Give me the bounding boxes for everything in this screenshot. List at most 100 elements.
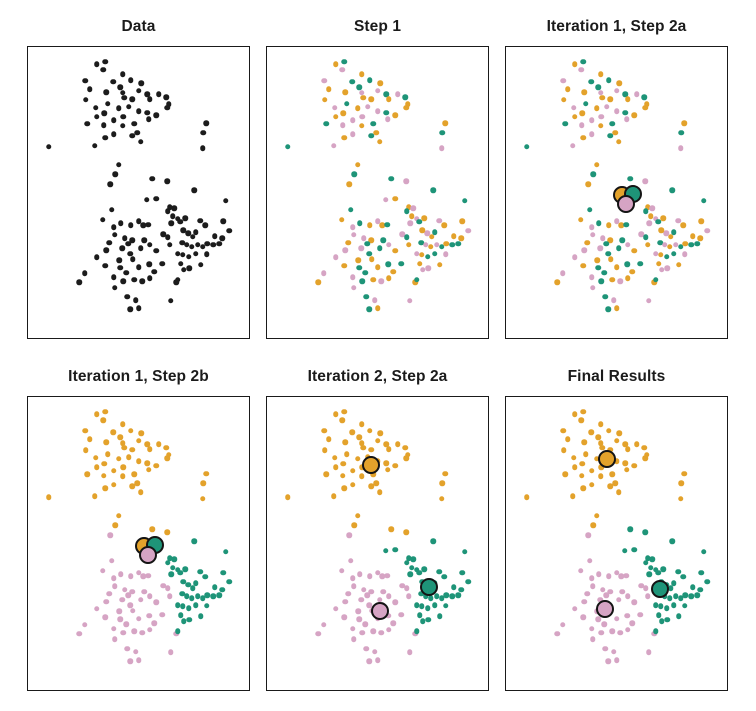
data-point	[369, 256, 375, 263]
data-point	[326, 436, 332, 443]
data-point	[672, 593, 679, 599]
data-point	[112, 522, 119, 529]
data-point	[596, 220, 602, 226]
data-point	[667, 595, 673, 602]
data-point	[323, 120, 329, 127]
data-point	[144, 460, 151, 466]
panel-plot-step1	[266, 46, 489, 339]
data-point	[376, 489, 383, 495]
data-point	[191, 538, 197, 544]
data-point	[112, 232, 118, 238]
data-point	[669, 187, 675, 193]
data-point	[701, 549, 707, 555]
data-point	[102, 263, 109, 269]
data-point	[644, 593, 651, 599]
data-point	[210, 593, 217, 599]
data-point	[115, 162, 122, 168]
data-point	[358, 597, 365, 603]
data-point	[663, 254, 670, 260]
data-point	[119, 421, 126, 427]
data-point	[349, 481, 356, 488]
data-point	[315, 279, 322, 285]
data-point	[129, 483, 136, 490]
data-point	[590, 284, 596, 291]
data-point	[92, 493, 98, 500]
data-point	[144, 110, 151, 116]
data-point	[129, 446, 136, 453]
data-point	[138, 80, 145, 86]
data-point	[191, 187, 197, 193]
data-point	[332, 464, 339, 471]
data-point	[117, 84, 123, 90]
data-point	[219, 235, 226, 242]
data-point	[613, 87, 620, 94]
data-point	[680, 573, 686, 580]
data-point	[46, 494, 52, 500]
data-point	[99, 567, 106, 574]
data-point	[127, 306, 133, 313]
data-point	[379, 222, 386, 228]
data-point	[607, 96, 614, 103]
data-point	[93, 605, 100, 612]
data-point	[119, 245, 126, 252]
data-point	[571, 605, 578, 612]
data-point	[374, 438, 381, 444]
data-point	[612, 129, 619, 136]
data-point	[168, 571, 174, 577]
data-point	[694, 240, 700, 247]
data-point	[180, 578, 186, 585]
data-point	[599, 94, 605, 101]
data-point	[399, 582, 405, 589]
data-point	[149, 175, 155, 182]
data-point	[358, 473, 365, 480]
data-point	[149, 526, 155, 533]
data-point	[669, 538, 675, 544]
data-point	[622, 460, 629, 466]
data-point	[588, 468, 595, 474]
data-point	[606, 222, 612, 228]
data-point	[385, 116, 391, 123]
data-point	[76, 279, 83, 285]
data-point	[101, 110, 107, 117]
data-point	[698, 218, 704, 225]
data-point	[642, 455, 648, 461]
data-point	[342, 439, 349, 446]
data-point	[351, 284, 357, 291]
data-point	[398, 612, 404, 618]
data-point	[403, 529, 409, 536]
data-point	[421, 566, 428, 573]
data-point	[358, 123, 365, 129]
data-point	[373, 129, 380, 136]
data-point	[362, 621, 369, 627]
data-point	[166, 242, 173, 248]
data-point	[624, 612, 630, 619]
data-point	[146, 467, 152, 473]
data-point	[395, 441, 401, 448]
data-point	[110, 117, 117, 124]
data-point	[407, 571, 413, 577]
data-point	[390, 268, 397, 275]
data-point	[200, 480, 207, 486]
data-point	[615, 489, 622, 495]
data-point	[120, 278, 127, 284]
data-point	[184, 593, 190, 599]
data-point	[631, 547, 638, 553]
data-point	[601, 621, 608, 627]
data-point	[419, 267, 426, 273]
data-point	[121, 445, 127, 451]
data-point	[649, 205, 656, 211]
data-point	[130, 608, 136, 614]
data-point	[220, 218, 226, 225]
data-point	[119, 473, 126, 480]
data-point	[399, 231, 405, 238]
data-point	[610, 649, 617, 655]
panel-cell-iteration2-step2a: Iteration 2, Step 2a	[266, 358, 489, 691]
data-point	[644, 204, 651, 211]
panel-cell-step1: Step 1	[266, 8, 489, 339]
data-point	[351, 171, 358, 178]
data-point	[366, 250, 372, 257]
data-point	[602, 294, 609, 300]
data-point	[203, 251, 210, 257]
data-point	[202, 573, 208, 580]
data-point	[184, 242, 190, 248]
